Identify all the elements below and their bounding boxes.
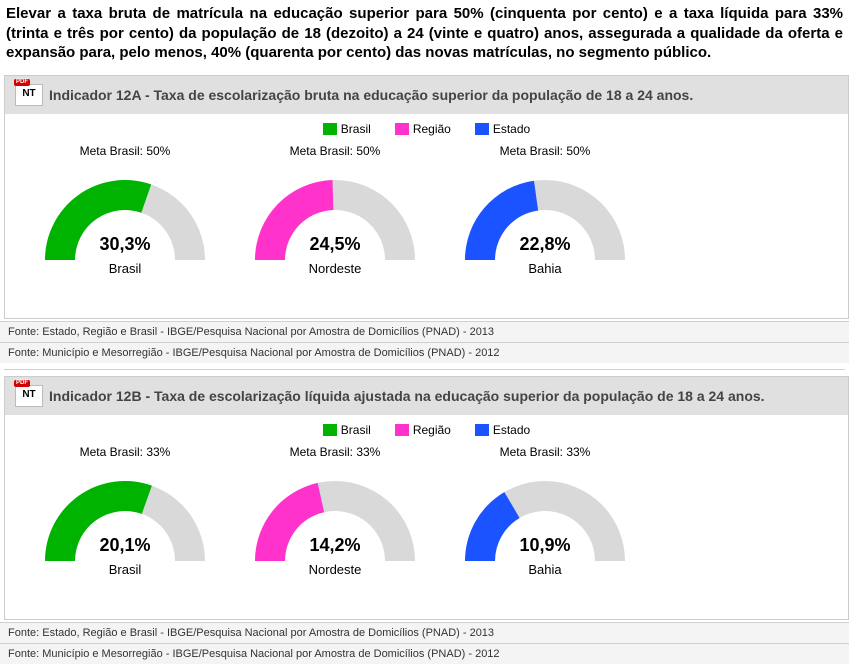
gauges-a: Meta Brasil: 50%30,3%BrasilMeta Brasil: … — [5, 140, 848, 318]
gauge-brasil: Meta Brasil: 50% 30,3% Brasil — [35, 144, 215, 306]
indicator-12a-header: NT Indicador 12A - Taxa de escolarização… — [5, 76, 848, 114]
gauge-value: 22,8% — [455, 234, 635, 255]
gauge-brasil: Meta Brasil: 33% 20,1% Brasil — [35, 445, 215, 607]
gauge-region-label: Brasil — [35, 562, 215, 577]
legend-label-estado: Estado — [493, 122, 530, 136]
gauge-meta-label: Meta Brasil: 33% — [245, 445, 425, 459]
gauge-value: 30,3% — [35, 234, 215, 255]
gauge-region-label: Bahia — [455, 261, 635, 276]
gauge-value: 10,9% — [455, 535, 635, 556]
gauge-value: 24,5% — [245, 234, 425, 255]
gauge-nordeste: Meta Brasil: 50% 24,5% Nordeste — [245, 144, 425, 306]
legend-estado: Estado — [475, 423, 530, 437]
legend-swatch-estado — [475, 123, 489, 135]
gauge-meta-label: Meta Brasil: 50% — [455, 144, 635, 158]
indicator-12a-title: Indicador 12A - Taxa de escolarização br… — [49, 87, 693, 103]
gauge-bahia: Meta Brasil: 33% 10,9% Bahia — [455, 445, 635, 607]
indicator-12b-title: Indicador 12B - Taxa de escolarização lí… — [49, 388, 765, 404]
legend-a: Brasil Região Estado — [5, 114, 848, 140]
legend-b: Brasil Região Estado — [5, 415, 848, 441]
legend-swatch-brasil — [323, 123, 337, 135]
gauge-meta-label: Meta Brasil: 33% — [455, 445, 635, 459]
legend-label-regiao: Região — [413, 423, 451, 437]
gauge-meta-label: Meta Brasil: 50% — [35, 144, 215, 158]
gauge-meta-label: Meta Brasil: 33% — [35, 445, 215, 459]
legend-label-estado: Estado — [493, 423, 530, 437]
indicator-12b-header: NT Indicador 12B - Taxa de escolarização… — [5, 377, 848, 415]
gauge-bahia: Meta Brasil: 50% 22,8% Bahia — [455, 144, 635, 306]
gauge-value: 14,2% — [245, 535, 425, 556]
legend-regiao: Região — [395, 122, 451, 136]
source-a-2: Fonte: Município e Mesorregião - IBGE/Pe… — [0, 342, 849, 363]
legend-swatch-regiao — [395, 424, 409, 436]
legend-brasil: Brasil — [323, 423, 371, 437]
gauge-region-label: Nordeste — [245, 261, 425, 276]
indicator-12b-block: NT Indicador 12B - Taxa de escolarização… — [4, 376, 849, 620]
gauge-meta-label: Meta Brasil: 50% — [245, 144, 425, 158]
page-header-text: Elevar a taxa bruta de matrícula na educ… — [0, 0, 849, 73]
legend-estado: Estado — [475, 122, 530, 136]
separator — [4, 369, 845, 370]
gauge-region-label: Brasil — [35, 261, 215, 276]
legend-swatch-regiao — [395, 123, 409, 135]
legend-regiao: Região — [395, 423, 451, 437]
gauge-region-label: Bahia — [455, 562, 635, 577]
legend-label-brasil: Brasil — [341, 122, 371, 136]
pdf-nt-icon[interactable]: NT — [15, 84, 43, 106]
source-b-2: Fonte: Município e Mesorregião - IBGE/Pe… — [0, 643, 849, 664]
legend-swatch-brasil — [323, 424, 337, 436]
indicator-12a-block: NT Indicador 12A - Taxa de escolarização… — [4, 75, 849, 319]
legend-label-brasil: Brasil — [341, 423, 371, 437]
gauge-nordeste: Meta Brasil: 33% 14,2% Nordeste — [245, 445, 425, 607]
legend-swatch-estado — [475, 424, 489, 436]
pdf-nt-icon[interactable]: NT — [15, 385, 43, 407]
gauge-value: 20,1% — [35, 535, 215, 556]
gauges-b: Meta Brasil: 33%20,1%BrasilMeta Brasil: … — [5, 441, 848, 619]
legend-brasil: Brasil — [323, 122, 371, 136]
gauge-region-label: Nordeste — [245, 562, 425, 577]
source-a-1: Fonte: Estado, Região e Brasil - IBGE/Pe… — [0, 321, 849, 342]
source-b-1: Fonte: Estado, Região e Brasil - IBGE/Pe… — [0, 622, 849, 643]
legend-label-regiao: Região — [413, 122, 451, 136]
